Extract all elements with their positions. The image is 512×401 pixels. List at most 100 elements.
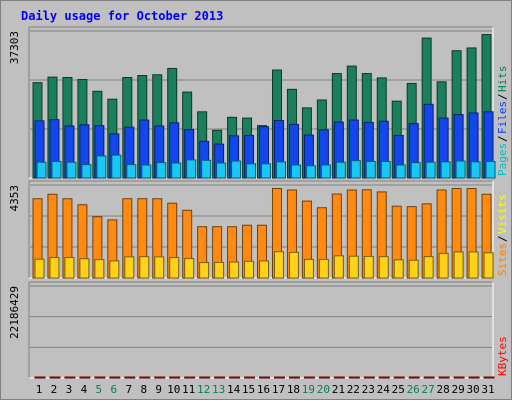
legend-separator: /	[496, 135, 509, 142]
bar-pages-day-19	[305, 165, 316, 179]
bar-pages-day-20	[320, 164, 331, 179]
bar-kbytes-day-14	[229, 376, 241, 379]
y-max-label: 4353	[8, 185, 21, 212]
bar-kbytes-day-26	[408, 376, 420, 379]
bar-kbytes-day-16	[259, 376, 271, 379]
bar-pages-day-1	[36, 161, 47, 179]
bar-sites-day-3	[64, 256, 75, 279]
x-tick-day-13: 13	[212, 383, 225, 396]
bar-pages-day-13	[216, 162, 227, 179]
bar-kbytes-day-11	[184, 376, 196, 379]
legend-hits: Hits	[496, 66, 509, 93]
x-tick-day-15: 15	[242, 383, 255, 396]
bar-kbytes-day-5	[94, 376, 106, 379]
bar-pages-day-2	[51, 160, 62, 179]
legend-sites: Sites	[496, 243, 509, 276]
bar-kbytes-day-22	[348, 376, 360, 379]
bar-kbytes-day-7	[124, 376, 136, 379]
x-tick-day-24: 24	[377, 383, 391, 396]
bar-kbytes-day-30	[468, 376, 480, 379]
bar-pages-day-4	[81, 164, 92, 179]
bar-sites-day-19	[303, 258, 314, 279]
bar-pages-day-14	[231, 160, 242, 179]
bar-kbytes-day-3	[64, 376, 76, 379]
bar-pages-day-22	[350, 160, 361, 179]
bar-pages-day-27	[425, 161, 436, 179]
bar-sites-day-25	[393, 259, 404, 279]
bar-sites-day-22	[348, 255, 359, 279]
bar-sites-day-16	[259, 260, 270, 279]
x-tick-day-19: 19	[302, 383, 315, 396]
legend-kbytes: KBytes	[496, 336, 509, 376]
bar-sites-day-17	[273, 251, 284, 279]
bar-kbytes-day-15	[244, 376, 256, 379]
bar-kbytes-day-28	[438, 376, 450, 379]
x-tick-day-10: 10	[167, 383, 180, 396]
bar-sites-day-21	[333, 255, 344, 279]
x-tick-day-6: 6	[111, 383, 118, 396]
x-tick-day-14: 14	[227, 383, 241, 396]
bar-sites-day-31	[483, 252, 494, 279]
bar-kbytes-day-31	[483, 376, 495, 379]
bar-sites-day-14	[229, 261, 240, 279]
x-tick-day-31: 31	[481, 383, 494, 396]
bar-sites-day-27	[423, 256, 434, 279]
bar-sites-day-7	[124, 256, 135, 279]
bar-sites-day-24	[378, 256, 389, 279]
bar-kbytes-day-29	[453, 376, 465, 379]
x-tick-day-2: 2	[51, 383, 58, 396]
bar-pages-day-3	[66, 161, 77, 179]
bar-kbytes-day-19	[303, 376, 315, 379]
bar-kbytes-day-17	[273, 376, 285, 379]
x-tick-day-4: 4	[81, 383, 88, 396]
bar-sites-day-26	[408, 259, 419, 279]
bar-pages-day-28	[440, 161, 451, 179]
x-tick-day-1: 1	[36, 383, 43, 396]
bar-sites-day-30	[468, 251, 479, 279]
bar-pages-day-18	[290, 164, 301, 179]
bar-pages-day-30	[470, 161, 481, 179]
bar-kbytes-day-4	[79, 376, 91, 379]
bar-pages-day-25	[395, 164, 406, 179]
bar-pages-day-17	[275, 161, 286, 179]
x-tick-day-30: 30	[466, 383, 479, 396]
bar-kbytes-day-20	[318, 376, 330, 379]
bar-pages-day-29	[455, 160, 466, 179]
legend-files: Files	[496, 101, 509, 134]
bar-sites-day-8	[139, 256, 150, 279]
bar-kbytes-day-18	[288, 376, 300, 379]
x-tick-day-25: 25	[392, 383, 405, 396]
bar-pages-day-10	[171, 162, 182, 179]
bar-pages-day-23	[365, 160, 376, 179]
x-tick-day-23: 23	[362, 383, 375, 396]
x-tick-day-22: 22	[347, 383, 360, 396]
x-tick-day-26: 26	[407, 383, 420, 396]
bar-kbytes-day-12	[199, 376, 211, 379]
bar-sites-day-23	[363, 255, 374, 279]
legend-visits: Visits	[496, 194, 509, 234]
y-max-label: 22186429	[8, 286, 21, 339]
x-tick-day-3: 3	[66, 383, 73, 396]
bar-kbytes-day-23	[363, 376, 375, 379]
bar-kbytes-day-21	[333, 376, 345, 379]
bar-sites-day-5	[94, 259, 105, 279]
panel-kbytes	[29, 282, 493, 378]
chart-title: Daily usage for October 2013	[21, 9, 223, 23]
x-tick-day-9: 9	[155, 383, 162, 396]
bar-sites-day-20	[318, 258, 329, 279]
x-tick-day-29: 29	[451, 383, 464, 396]
bar-pages-day-8	[141, 164, 152, 179]
bar-pages-day-21	[335, 161, 346, 179]
bar-sites-day-1	[34, 258, 45, 279]
legend-separator: /	[496, 93, 509, 100]
legend-separator: /	[496, 235, 509, 242]
bar-pages-day-16	[261, 163, 272, 179]
bar-sites-day-13	[214, 261, 225, 279]
x-tick-day-12: 12	[197, 383, 210, 396]
bar-pages-day-6	[111, 154, 122, 179]
bar-pages-day-24	[380, 160, 391, 179]
bar-sites-day-4	[79, 258, 90, 279]
bar-pages-day-26	[410, 162, 421, 179]
bar-sites-day-29	[453, 251, 464, 279]
